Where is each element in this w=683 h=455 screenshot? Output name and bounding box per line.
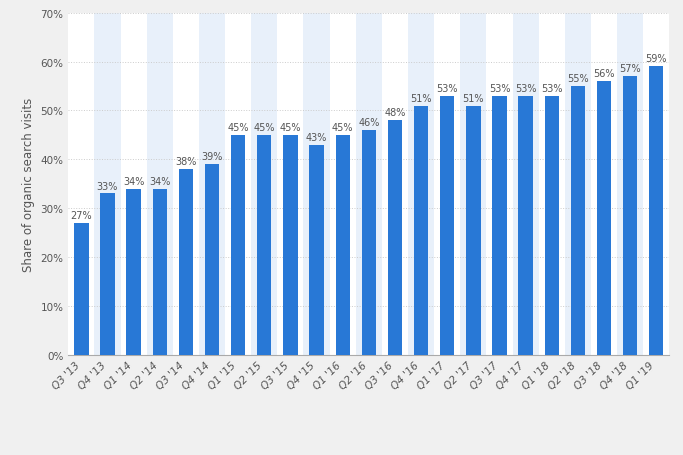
Text: 43%: 43% [306,132,327,142]
Bar [388,121,402,355]
Bar [643,14,669,355]
Bar [408,14,434,355]
Bar [617,14,643,355]
Bar [440,96,454,355]
Y-axis label: Share of organic search visits: Share of organic search visits [22,97,35,271]
Bar [257,136,271,355]
Bar [126,189,141,355]
Bar [100,194,115,355]
Text: 46%: 46% [358,118,380,128]
Bar [303,14,330,355]
Text: 45%: 45% [332,122,353,132]
Bar [74,223,89,355]
Text: 45%: 45% [253,122,275,132]
Text: 33%: 33% [97,181,118,191]
Bar [173,14,199,355]
Text: 45%: 45% [279,122,301,132]
Text: 53%: 53% [515,84,536,94]
Bar [225,14,251,355]
Bar [94,14,121,355]
Text: 51%: 51% [462,93,484,103]
Bar [591,14,617,355]
Text: 34%: 34% [123,176,144,186]
Bar [147,14,173,355]
Bar [512,14,539,355]
Text: 27%: 27% [70,210,92,220]
Bar [623,77,637,355]
Text: 55%: 55% [567,74,589,84]
Bar [309,145,324,355]
Bar [179,170,193,355]
Bar [565,14,591,355]
Text: 39%: 39% [201,152,223,162]
Bar [152,189,167,355]
Bar [382,14,408,355]
Text: 59%: 59% [645,54,667,64]
Text: 53%: 53% [436,84,458,94]
Bar [335,136,350,355]
Text: 53%: 53% [541,84,563,94]
Bar [199,14,225,355]
Bar [283,136,298,355]
Text: 51%: 51% [410,93,432,103]
Bar [414,106,428,355]
Bar [539,14,565,355]
Text: 56%: 56% [594,69,615,79]
Bar [231,136,245,355]
Bar [121,14,147,355]
Bar [205,165,219,355]
Bar [460,14,486,355]
Text: 48%: 48% [385,108,406,118]
Bar [466,106,481,355]
Bar [361,131,376,355]
Text: 38%: 38% [176,157,197,167]
Text: 53%: 53% [489,84,510,94]
Bar [68,14,94,355]
Bar [434,14,460,355]
Bar [518,96,533,355]
Bar [486,14,512,355]
Text: 57%: 57% [619,64,641,74]
Bar [571,87,585,355]
Bar [597,82,611,355]
Text: 34%: 34% [149,176,171,186]
Bar [492,96,507,355]
Text: 45%: 45% [227,122,249,132]
Bar [356,14,382,355]
Bar [544,96,559,355]
Bar [277,14,303,355]
Bar [330,14,356,355]
Bar [251,14,277,355]
Bar [649,67,663,355]
